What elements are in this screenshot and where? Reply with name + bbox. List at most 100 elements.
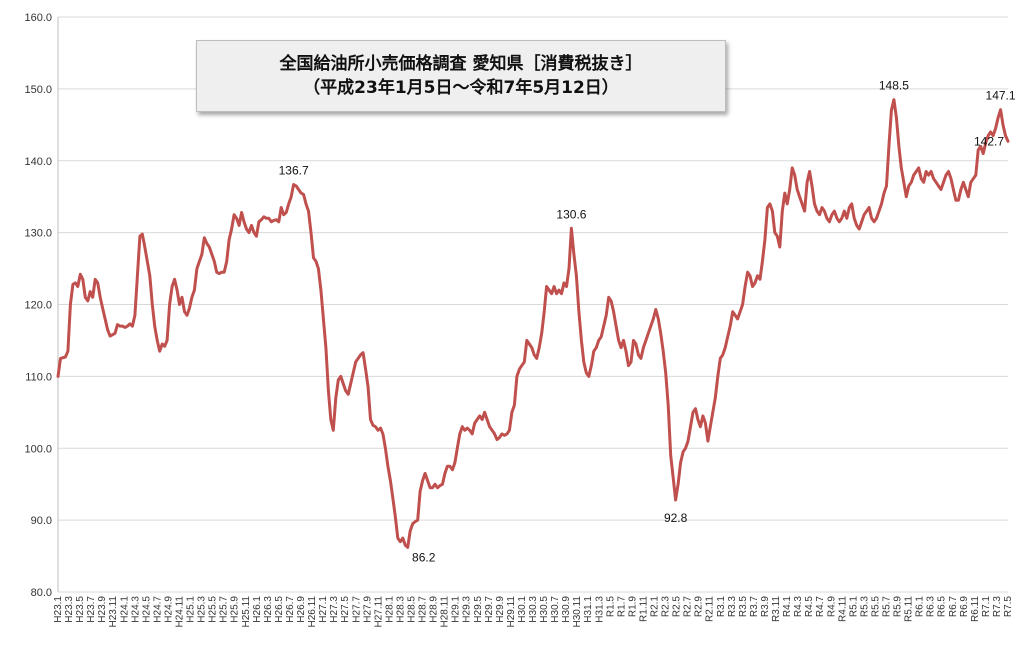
y-tick-label: 130.0 bbox=[24, 228, 52, 240]
chart-subtitle: （平成23年1月5日～令和7年5月12日） bbox=[303, 78, 619, 98]
x-tick-label: H26.1 bbox=[252, 596, 263, 623]
x-tick-label: H25.5 bbox=[208, 596, 219, 623]
x-tick-label: R7.3 bbox=[992, 596, 1003, 618]
x-tick-label: R3.3 bbox=[727, 596, 738, 618]
x-tick-label: R2.1 bbox=[650, 596, 661, 618]
x-tick-label: H24.9 bbox=[163, 596, 174, 623]
x-tick-label: R2.9 bbox=[694, 596, 705, 618]
x-tick-label: H23.9 bbox=[97, 596, 108, 623]
x-tick-label: H26.7 bbox=[285, 596, 296, 623]
x-tick-label: R4.11 bbox=[837, 596, 848, 622]
y-tick-label: 100.0 bbox=[24, 443, 52, 455]
data-label: 142.7 bbox=[974, 134, 1004, 148]
x-tick-label: R3.11 bbox=[771, 596, 782, 622]
x-tick-label: H26.5 bbox=[274, 596, 285, 623]
x-axis-ticks: H23.1 H23.3 H23.5 H23.7 H23.9 H23.11 H24.1 H24.… bbox=[53, 596, 1014, 628]
y-tick-label: 120.0 bbox=[24, 300, 52, 312]
y-axis-ticks: 80.0 90.0 100.0 110.0 120.0 130.0 140.0 150.0 16… bbox=[24, 12, 52, 599]
x-tick-label: R7.5 bbox=[1003, 596, 1014, 618]
x-tick-label: H27.5 bbox=[340, 596, 351, 623]
annotations: 136.7 86.2 130.6 92.8 148.5 147.1 142.7 bbox=[279, 79, 1016, 565]
x-tick-label: R4.1 bbox=[782, 596, 793, 618]
x-tick-label: R2.3 bbox=[661, 596, 672, 618]
x-tick-label: H28.9 bbox=[429, 596, 440, 623]
data-label: 86.2 bbox=[412, 550, 436, 564]
y-tick-label: 80.0 bbox=[31, 587, 52, 599]
data-label: 92.8 bbox=[664, 511, 688, 525]
x-tick-label: H27.9 bbox=[362, 596, 373, 623]
chart-title-box: 全国給油所小売価格調査 愛知県［消費税抜き］ （平成23年1月5日～令和7年5月… bbox=[196, 40, 726, 112]
x-tick-label: R5.1 bbox=[848, 596, 859, 618]
x-tick-label: R2.11 bbox=[705, 596, 716, 622]
x-tick-label: H25.11 bbox=[241, 596, 252, 628]
x-tick-label: H31.1 bbox=[583, 596, 594, 623]
x-tick-label: R1.5 bbox=[605, 596, 616, 618]
x-tick-label: H26.11 bbox=[307, 596, 318, 628]
x-tick-label: H24.11 bbox=[175, 596, 186, 628]
y-tick-label: 160.0 bbox=[24, 12, 52, 24]
x-tick-label: R1.11 bbox=[638, 596, 649, 622]
x-tick-label: R3.9 bbox=[760, 596, 771, 618]
x-tick-label: H24.1 bbox=[119, 596, 130, 623]
x-tick-label: R5.5 bbox=[870, 596, 881, 618]
x-tick-label: H27.11 bbox=[373, 596, 384, 628]
x-tick-label: R4.3 bbox=[793, 596, 804, 618]
x-tick-label: R1.7 bbox=[616, 596, 627, 618]
x-tick-label: H24.5 bbox=[141, 596, 152, 623]
y-tick-label: 90.0 bbox=[31, 515, 52, 527]
x-tick-label: R2.7 bbox=[683, 596, 694, 618]
x-tick-label: H27.3 bbox=[329, 596, 340, 623]
x-tick-label: H29.7 bbox=[484, 596, 495, 623]
x-tick-label: H31.3 bbox=[594, 596, 605, 623]
data-label: 147.1 bbox=[986, 89, 1016, 103]
x-tick-label: H26.3 bbox=[263, 596, 274, 623]
series-line bbox=[56, 98, 1010, 549]
data-label: 136.7 bbox=[279, 163, 309, 177]
x-tick-label: R5.9 bbox=[893, 596, 904, 618]
x-tick-label: H29.9 bbox=[495, 596, 506, 623]
x-tick-label: H24.3 bbox=[130, 596, 141, 623]
x-tick-label: H23.3 bbox=[64, 596, 75, 623]
x-tick-label: H30.3 bbox=[528, 596, 539, 623]
x-tick-label: H25.3 bbox=[197, 596, 208, 623]
x-tick-label: H28.11 bbox=[440, 596, 451, 628]
x-tick-label: R1.9 bbox=[627, 596, 638, 618]
x-tick-label: H27.1 bbox=[318, 596, 329, 623]
chart-title: 全国給油所小売価格調査 愛知県［消費税抜き］ bbox=[279, 54, 643, 74]
x-tick-label: H30.9 bbox=[561, 596, 572, 623]
x-tick-label: H26.9 bbox=[296, 596, 307, 623]
x-tick-label: H30.1 bbox=[517, 596, 528, 623]
x-tick-label: R3.7 bbox=[749, 596, 760, 618]
x-tick-label: R5.11 bbox=[904, 596, 915, 622]
x-tick-label: R6.3 bbox=[926, 596, 937, 618]
x-tick-label: R4.5 bbox=[804, 596, 815, 618]
x-tick-label: H23.7 bbox=[86, 596, 97, 623]
x-tick-label: H25.1 bbox=[186, 596, 197, 623]
x-tick-label: R2.5 bbox=[672, 596, 683, 618]
x-tick-label: R6.7 bbox=[948, 596, 959, 618]
x-tick-label: R3.1 bbox=[716, 596, 727, 618]
x-tick-label: R5.7 bbox=[881, 596, 892, 618]
x-tick-label: H29.3 bbox=[462, 596, 473, 623]
x-tick-label: H28.3 bbox=[395, 596, 406, 623]
x-tick-label: R5.3 bbox=[859, 596, 870, 618]
x-tick-label: H29.5 bbox=[473, 596, 484, 623]
x-tick-label: H29.1 bbox=[451, 596, 462, 623]
data-label: 130.6 bbox=[556, 207, 586, 221]
x-tick-label: H28.7 bbox=[418, 596, 429, 623]
gridlines bbox=[57, 16, 1008, 593]
x-tick-label: R4.9 bbox=[826, 596, 837, 618]
x-tick-label: R4.7 bbox=[815, 596, 826, 618]
x-tick-label: H30.11 bbox=[572, 596, 583, 628]
y-tick-label: 150.0 bbox=[24, 84, 52, 96]
x-tick-label: R7.1 bbox=[981, 596, 992, 618]
x-tick-label: R3.5 bbox=[738, 596, 749, 618]
x-tick-label: H24.7 bbox=[152, 596, 163, 623]
y-tick-label: 140.0 bbox=[24, 156, 52, 168]
x-tick-label: R6.1 bbox=[915, 596, 926, 618]
x-tick-label: H27.7 bbox=[351, 596, 362, 623]
x-tick-label: H28.5 bbox=[406, 596, 417, 623]
x-tick-label: H30.7 bbox=[550, 596, 561, 623]
